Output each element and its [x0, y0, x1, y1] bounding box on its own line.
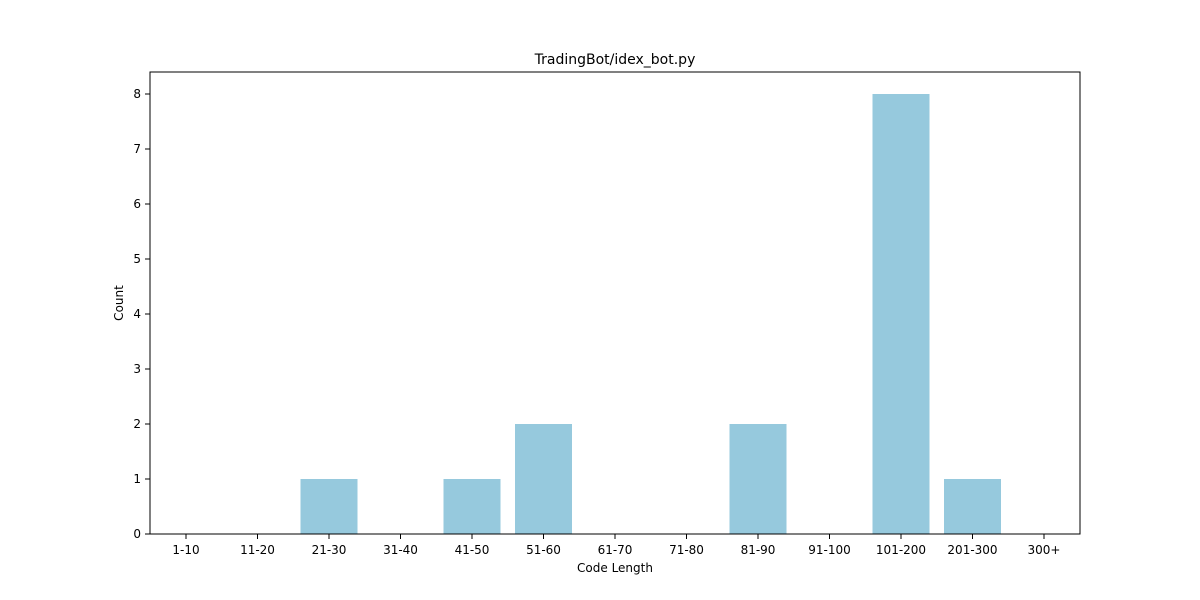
y-tick-label: 8 — [133, 87, 141, 101]
x-tick-label: 51-60 — [526, 543, 561, 557]
x-tick-label: 101-200 — [876, 543, 926, 557]
x-tick-label: 21-30 — [312, 543, 347, 557]
y-tick-label: 4 — [133, 307, 141, 321]
bar-101-200 — [872, 94, 930, 534]
x-tick-label: 1-10 — [172, 543, 199, 557]
y-tick-label: 5 — [133, 252, 141, 266]
bar-41-50 — [443, 479, 501, 534]
chart-title: TradingBot/idex_bot.py — [534, 52, 696, 68]
bar-51-60 — [515, 424, 572, 534]
x-axis-label: Code Length — [577, 561, 653, 575]
y-axis-label: Count — [112, 285, 126, 321]
x-tick-label: 11-20 — [240, 543, 275, 557]
x-tick-label: 61-70 — [598, 543, 633, 557]
x-tick-label: 201-300 — [947, 543, 997, 557]
y-tick-label: 1 — [133, 472, 141, 486]
x-tick-label: 81-90 — [741, 543, 776, 557]
x-tick-label: 71-80 — [669, 543, 704, 557]
y-tick-label: 0 — [133, 527, 141, 541]
x-tick-label: 91-100 — [808, 543, 851, 557]
bar-81-90 — [729, 424, 787, 534]
bars-group — [300, 94, 1001, 534]
y-tick-label: 7 — [133, 142, 141, 156]
x-tick-label: 41-50 — [455, 543, 490, 557]
y-tick-label: 3 — [133, 362, 141, 376]
bar-21-30 — [300, 479, 358, 534]
x-axis-ticks: 1-10 11-20 21-30 31-40 41-50 51-60 61-70 71-80 8… — [172, 534, 1060, 557]
y-tick-label: 6 — [133, 197, 141, 211]
plot-frame — [149, 71, 1081, 535]
x-tick-label: 31-40 — [383, 543, 418, 557]
x-tick-label: 300+ — [1028, 543, 1061, 557]
bar-201-300 — [944, 479, 1001, 534]
y-tick-label: 2 — [133, 417, 141, 431]
y-axis-ticks: 0 1 2 3 4 5 6 7 8 — [133, 87, 150, 541]
